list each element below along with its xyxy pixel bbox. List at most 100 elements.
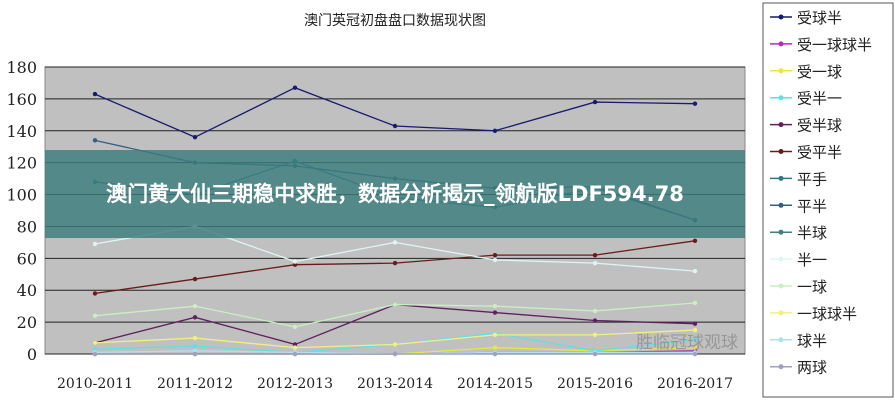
data-point xyxy=(492,345,498,350)
data-point xyxy=(292,262,298,267)
legend-label: 平半 xyxy=(797,197,827,215)
data-point xyxy=(92,138,98,143)
y-tick-label: 80 xyxy=(17,217,37,236)
legend-label: 一球球半 xyxy=(797,305,857,323)
legend-label: 半球 xyxy=(797,224,827,242)
legend-label: 两球 xyxy=(797,359,827,377)
legend-marker xyxy=(778,256,784,262)
y-tick-label: 20 xyxy=(17,313,37,332)
data-point xyxy=(592,318,598,323)
legend-label: 受半一 xyxy=(797,90,842,108)
data-point xyxy=(392,240,398,245)
x-tick-label: 2015-2016 xyxy=(557,376,633,392)
data-point xyxy=(392,342,398,347)
legend-marker xyxy=(778,283,784,289)
data-point xyxy=(592,351,598,357)
legend-label: 受半球 xyxy=(797,117,842,135)
data-point xyxy=(192,134,198,140)
y-tick-label: 100 xyxy=(6,186,37,205)
data-point xyxy=(592,308,598,314)
data-point xyxy=(192,335,198,341)
data-point xyxy=(492,257,498,263)
legend-marker xyxy=(778,229,784,235)
data-point xyxy=(592,332,598,338)
data-point xyxy=(292,345,298,350)
data-point xyxy=(692,268,698,274)
x-tick-label: 2010-2011 xyxy=(57,376,133,392)
y-tick-label: 160 xyxy=(6,90,37,109)
legend-label: 半一 xyxy=(797,251,827,269)
x-tick-label: 2013-2014 xyxy=(357,376,433,392)
data-point xyxy=(192,343,198,349)
x-tick-label: 2011-2012 xyxy=(157,376,233,392)
data-point xyxy=(692,321,698,326)
y-tick-label: 180 xyxy=(6,58,37,77)
legend-label: 受球半 xyxy=(797,9,842,27)
data-point xyxy=(92,347,98,352)
data-point xyxy=(292,85,298,90)
y-tick-label: 120 xyxy=(6,154,37,173)
data-point xyxy=(192,303,198,309)
data-point xyxy=(292,324,298,330)
data-point xyxy=(492,128,498,133)
headline-text: 澳门黄大仙三期稳中求胜，数据分析揭示_领航版LDF594.78 xyxy=(106,182,684,206)
data-point xyxy=(692,238,698,243)
data-point xyxy=(92,351,98,357)
legend-marker xyxy=(778,68,784,74)
legend-marker xyxy=(778,95,784,101)
x-tick-label: 2012-2013 xyxy=(257,376,333,392)
data-point xyxy=(592,99,598,105)
data-point xyxy=(692,300,698,306)
data-point xyxy=(692,337,698,342)
data-point xyxy=(192,315,198,320)
legend-marker xyxy=(778,364,784,370)
legend-marker xyxy=(778,122,784,128)
legend-label: 受一球球半 xyxy=(797,36,872,54)
y-tick-label: 40 xyxy=(17,281,37,300)
y-tick-label: 140 xyxy=(6,122,37,141)
data-point xyxy=(592,252,598,258)
legend-label: 平手 xyxy=(797,170,827,188)
legend-marker xyxy=(778,175,784,181)
data-point xyxy=(392,351,398,357)
data-point xyxy=(692,351,698,357)
data-point xyxy=(492,332,498,338)
x-tick-label: 2014-2015 xyxy=(457,376,533,392)
data-point xyxy=(292,342,298,347)
legend-label: 球半 xyxy=(797,332,827,350)
chart-title: 澳门英冠初盘盘口数据现状图 xyxy=(304,12,486,29)
data-point xyxy=(292,351,298,357)
data-point xyxy=(392,123,398,129)
legend-label: 一球 xyxy=(797,278,827,296)
data-point xyxy=(392,260,398,266)
data-point xyxy=(492,351,498,357)
data-point xyxy=(492,252,498,258)
headline-banner: 澳门黄大仙三期稳中求胜，数据分析揭示_领航版LDF594.78 xyxy=(45,150,745,238)
legend-box xyxy=(762,2,894,398)
data-point xyxy=(492,303,498,309)
data-point xyxy=(692,327,698,333)
data-point xyxy=(292,259,298,264)
data-point xyxy=(92,313,98,318)
y-tick-label: 0 xyxy=(27,345,37,364)
data-point xyxy=(92,91,98,97)
x-tick-label: 2016-2017 xyxy=(657,376,733,392)
data-point xyxy=(192,351,198,357)
data-point xyxy=(92,340,98,346)
data-point xyxy=(392,302,398,307)
legend-label: 受平半 xyxy=(797,144,842,162)
legend-marker xyxy=(778,14,784,20)
data-point xyxy=(192,276,198,282)
data-point xyxy=(592,260,598,266)
legend-marker xyxy=(778,41,784,47)
data-point xyxy=(92,241,98,247)
data-point xyxy=(92,291,98,296)
data-point xyxy=(492,310,498,315)
legend-marker xyxy=(778,202,784,208)
legend-label: 受一球 xyxy=(797,63,842,81)
watermark: 胜临冠球观球 xyxy=(636,333,738,353)
data-point xyxy=(692,101,698,106)
legend-marker xyxy=(778,310,784,316)
y-tick-label: 60 xyxy=(17,249,37,268)
legend-marker xyxy=(778,149,784,154)
